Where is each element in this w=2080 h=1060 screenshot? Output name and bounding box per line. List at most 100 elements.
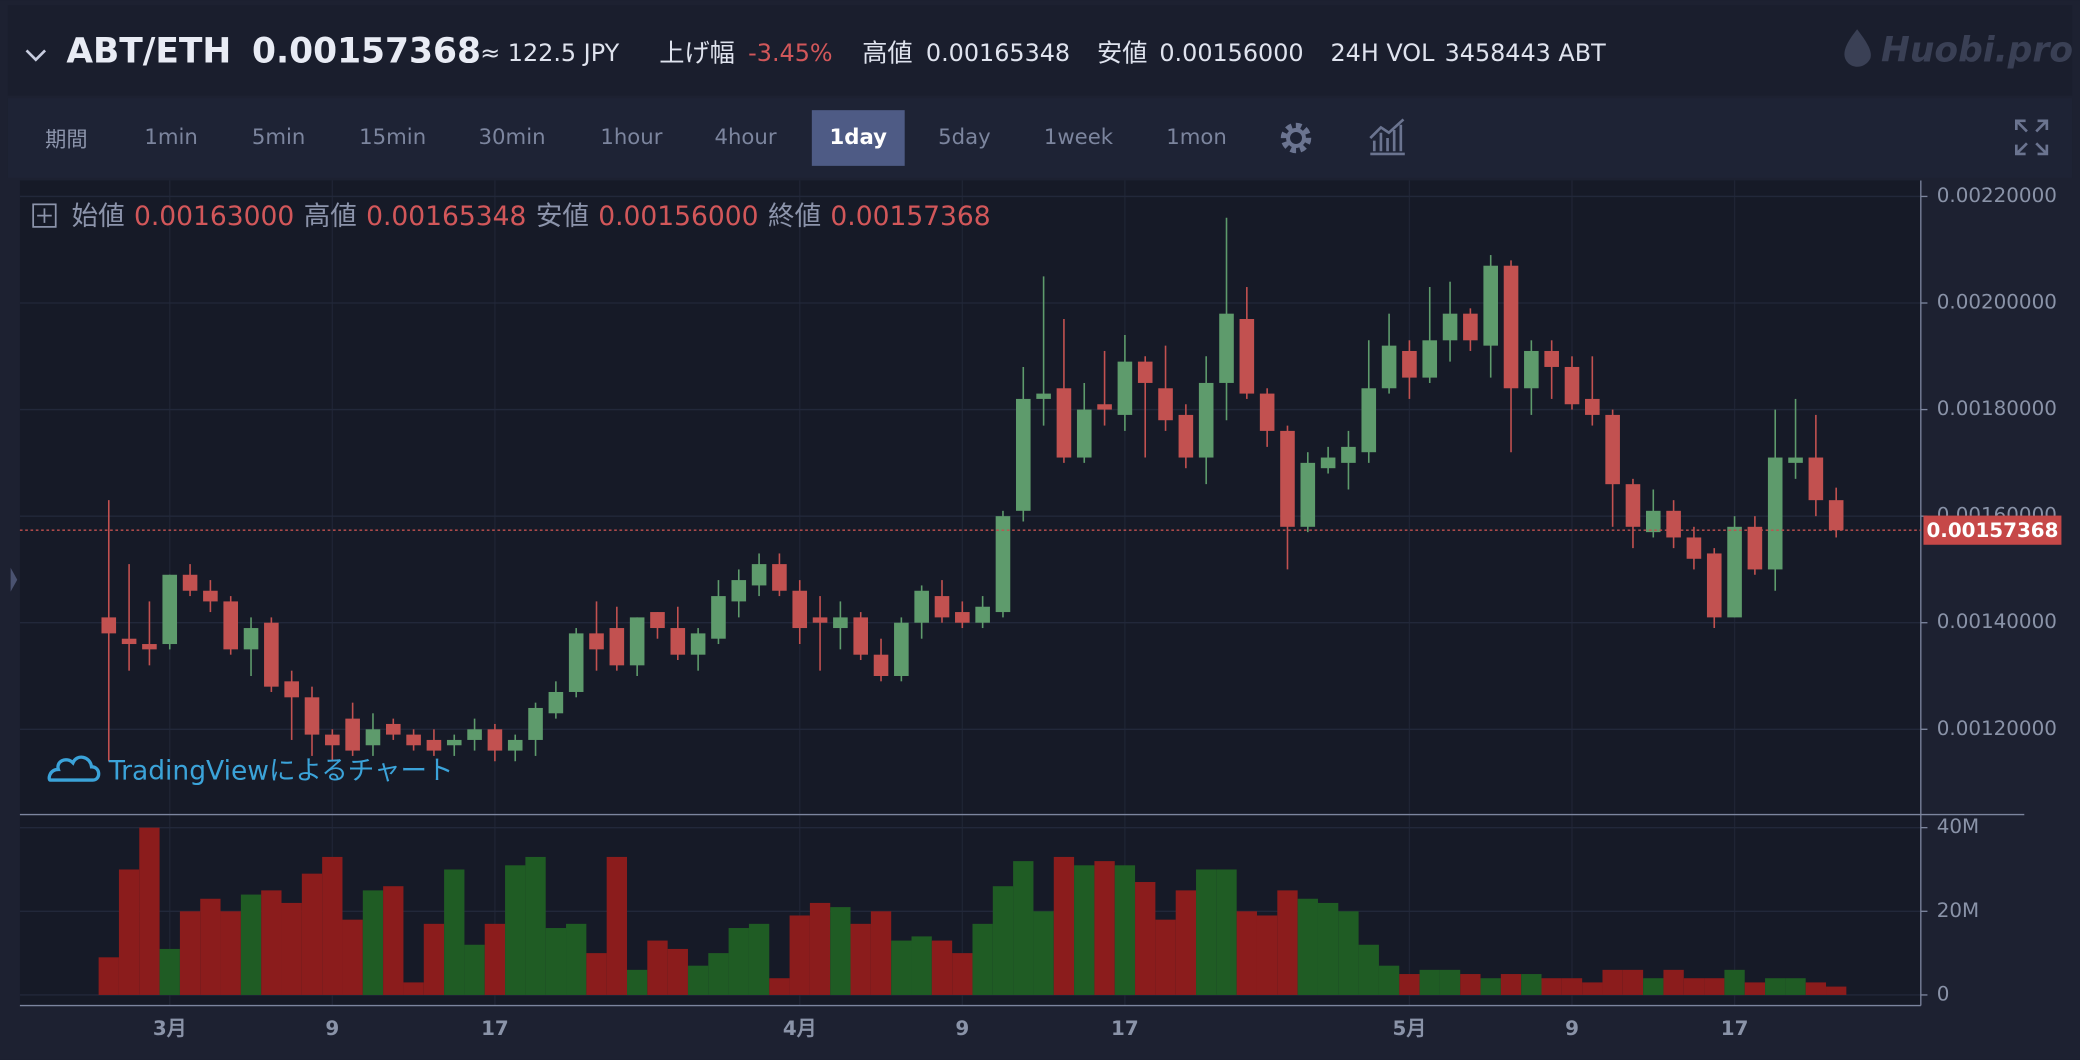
candle-body [690,633,706,655]
volume-bar [1358,944,1379,995]
x-tick-label: 9 [1565,1017,1579,1040]
candle-body [1178,414,1194,458]
candle-body [711,596,726,639]
volume-bar [952,953,973,995]
volume-bar [1094,861,1115,995]
candle-body [568,633,584,692]
candle-body [751,564,767,586]
interval[interactable]: 5day [938,125,991,150]
candle-body [731,580,747,602]
volume-bar [1013,861,1034,995]
candle-body [1219,313,1234,383]
x-tick-label: 4月 [783,1017,817,1040]
interval[interactable]: 1min [144,125,198,150]
interval[interactable]: 30min [479,125,546,150]
candle-body [1158,388,1173,421]
volume-bar [1033,911,1054,995]
candle-body [629,617,645,666]
volume-bar [423,923,445,995]
indicators-icon[interactable] [1369,118,1405,156]
volume-bar [362,890,384,995]
volume-bar [1074,865,1095,995]
interval[interactable]: 5min [252,125,306,150]
candle-body [650,612,665,629]
side-handle[interactable] [10,567,18,592]
candle-body [1239,318,1255,394]
candle-body [1280,430,1295,527]
volume-bar [1765,978,1786,995]
interval[interactable]: 15min [359,125,426,150]
y-tick-label: 0.00220000 [1937,184,2057,207]
interval[interactable]: 4hour [714,125,776,150]
change: -3.45% [748,39,832,67]
volume-bar [1277,890,1298,995]
candle-body [792,590,808,629]
candle-body [507,739,523,751]
volume-bar [1744,982,1766,995]
fullscreen-icon[interactable] [2014,119,2049,156]
last-price-label: 0.00157368 [1926,519,2058,542]
settings-icon[interactable] [1280,122,1312,154]
candle-body [812,617,828,623]
high: 0.00165348 [926,39,1070,67]
legend-close: 0.00157368 [830,201,990,232]
volume-tick-label: 0 [1937,982,1950,1005]
volume-tick-label: 20M [1937,899,1979,922]
change-label: 上げ幅 [659,38,735,67]
legend-toggle[interactable] [32,203,57,228]
candle-body [243,628,259,650]
legend-low: 0.00156000 [598,201,758,232]
y-tick-label: 0.00200000 [1937,291,2057,314]
volume-bar [1480,978,1501,995]
interval[interactable]: 1day [830,125,888,150]
candle-body [162,574,178,645]
volume-bar [1114,865,1136,995]
legend-close-label: 終値 [768,201,821,232]
candle-body [1076,409,1092,458]
volume-bar [220,911,241,995]
candle-body [1788,457,1803,463]
interval[interactable]: 1mon [1166,125,1227,150]
candle-body [487,729,503,751]
legend-high-label: 高値 [304,201,357,232]
volume-bar [1196,869,1217,995]
watermark[interactable]: TradingViewによるチャート [108,756,454,787]
candle-body [589,633,604,650]
collapse-icon[interactable] [25,49,47,62]
volume-bar [1378,965,1400,995]
volume-bar [301,873,323,995]
volume-bar [1053,856,1075,995]
volume-bar [159,948,180,995]
volume-bar [1826,986,1847,995]
volume-bar [1704,978,1725,995]
candle-body [955,612,970,623]
candle-body [1585,398,1600,415]
candle-body [1442,313,1458,341]
volume-bar [1500,974,1522,995]
x-tick-label: 9 [325,1017,339,1040]
interval[interactable]: 1week [1044,125,1114,150]
volume-bar [1256,915,1278,995]
candle-body [1706,553,1722,618]
candle-body [426,739,442,751]
low-label: 安値 [1097,38,1147,67]
volume-bar [1399,974,1420,995]
interval[interactable]: 1hour [600,125,662,150]
last-price-tag [1923,515,2062,545]
volume-bar [1785,978,1806,995]
candle-body [142,644,157,650]
candle-body [182,574,198,591]
candle-body [406,734,421,746]
volume-bar [545,928,567,995]
candle-body [345,718,360,751]
volume-bar [769,978,790,995]
candle-body [772,564,787,591]
candle-body [1341,446,1356,463]
legend-toggle-plus [37,208,52,223]
candle-body [1402,350,1417,378]
volume-bar [281,902,302,995]
volume-bar [179,911,201,995]
candle-body [1483,265,1498,346]
volume-bar [830,907,851,995]
